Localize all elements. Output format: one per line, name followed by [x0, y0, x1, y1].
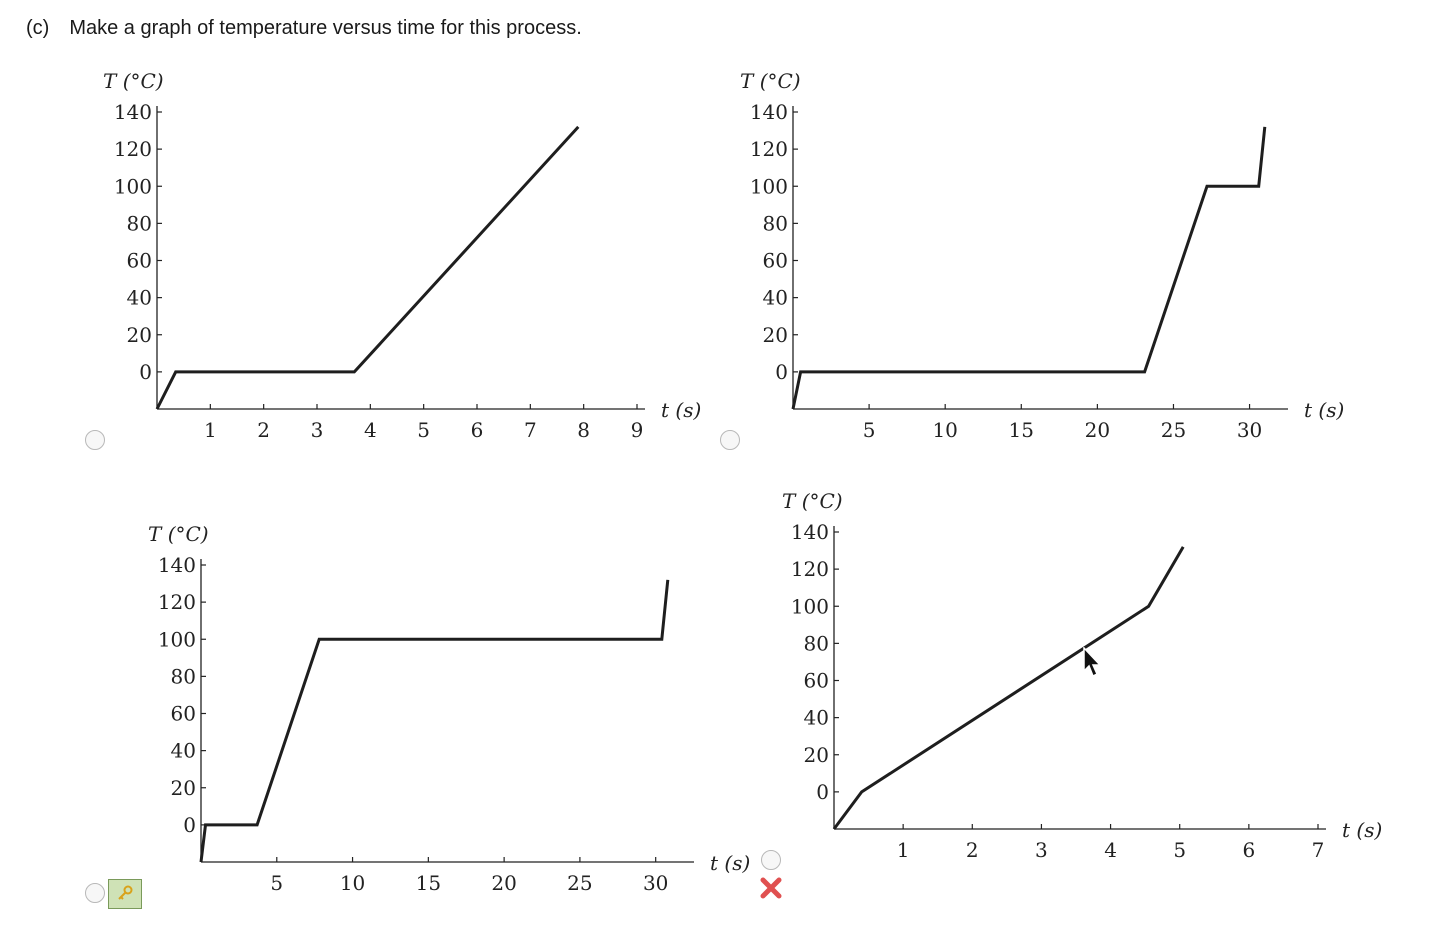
- x-tick-label: 2: [257, 418, 270, 442]
- temperature-series-line: [832, 546, 1185, 830]
- x-axis-label: t (s): [1304, 398, 1344, 422]
- x-tick-label: 6: [1242, 838, 1255, 862]
- y-tick-label: 20: [127, 323, 152, 347]
- x-tick-label: 3: [311, 418, 324, 442]
- y-tick-label: 120: [158, 590, 196, 614]
- x-tick-label: 15: [416, 871, 441, 895]
- x-tick-label: 4: [364, 418, 377, 442]
- key-icon: [118, 885, 133, 900]
- answer-key-button[interactable]: [108, 879, 142, 909]
- y-tick-label: 40: [127, 286, 152, 310]
- y-tick-label: 100: [114, 174, 152, 198]
- x-tick-label: 25: [1161, 418, 1186, 442]
- y-tick-label: 20: [763, 323, 788, 347]
- x-tick-label: 5: [417, 418, 430, 442]
- temperature-series-line: [791, 126, 1267, 410]
- y-tick-label: 120: [750, 137, 788, 161]
- y-tick-label: 60: [171, 702, 196, 726]
- y-tick-label: 0: [139, 360, 152, 384]
- x-tick-label: 25: [567, 871, 592, 895]
- y-tick-label: 120: [791, 557, 829, 581]
- x-tick-label: 8: [577, 418, 590, 442]
- y-tick-label: 0: [775, 360, 788, 384]
- x-mark-icon: [760, 877, 782, 899]
- y-tick-label: 0: [183, 813, 196, 837]
- x-tick-label: 15: [1009, 418, 1034, 442]
- y-tick-label: 100: [750, 174, 788, 198]
- y-tick-label: 60: [127, 249, 152, 273]
- y-tick-label: 100: [158, 627, 196, 651]
- x-tick-label: 10: [932, 418, 957, 442]
- y-tick-label: 0: [816, 780, 829, 804]
- y-tick-label: 140: [114, 100, 152, 124]
- y-axis-label: T (°C): [148, 522, 209, 546]
- option-a-radio[interactable]: [85, 430, 105, 450]
- x-tick-label: 7: [1312, 838, 1325, 862]
- y-tick-label: 120: [114, 137, 152, 161]
- y-tick-label: 140: [791, 520, 829, 544]
- y-axis-label: T (°C): [740, 69, 801, 93]
- y-tick-label: 20: [804, 743, 829, 767]
- x-axis-label: t (s): [661, 398, 701, 422]
- x-tick-label: 1: [897, 838, 910, 862]
- y-tick-label: 40: [171, 739, 196, 763]
- x-axis-label: t (s): [710, 851, 750, 875]
- x-tick-label: 30: [1237, 418, 1262, 442]
- y-tick-label: 60: [804, 669, 829, 693]
- x-tick-label: 7: [524, 418, 537, 442]
- x-tick-label: 4: [1104, 838, 1117, 862]
- x-tick-label: 20: [491, 871, 516, 895]
- y-tick-label: 100: [791, 594, 829, 618]
- x-tick-label: 5: [863, 418, 876, 442]
- y-axis-label: T (°C): [782, 489, 843, 513]
- y-tick-label: 140: [158, 553, 196, 577]
- y-tick-label: 40: [804, 706, 829, 730]
- x-tick-label: 5: [270, 871, 283, 895]
- x-tick-label: 20: [1085, 418, 1110, 442]
- y-tick-label: 20: [171, 776, 196, 800]
- y-tick-label: 80: [171, 664, 196, 688]
- x-tick-label: 5: [1173, 838, 1186, 862]
- x-axis-label: t (s): [1342, 818, 1382, 842]
- option-b-radio[interactable]: [720, 430, 740, 450]
- x-tick-label: 3: [1035, 838, 1048, 862]
- question-text: Make a graph of temperature versus time …: [69, 17, 582, 39]
- temperature-series-line: [199, 579, 670, 863]
- x-tick-label: 9: [631, 418, 644, 442]
- question-prompt: (c) Make a graph of temperature versus ti…: [26, 17, 582, 40]
- option-c-radio[interactable]: [85, 883, 105, 903]
- option-d-radio[interactable]: [761, 850, 781, 870]
- temperature-series-line: [155, 125, 580, 410]
- x-tick-label: 6: [471, 418, 484, 442]
- y-tick-label: 80: [804, 631, 829, 655]
- x-tick-label: 1: [204, 418, 217, 442]
- x-tick-label: 30: [643, 871, 668, 895]
- y-tick-label: 140: [750, 100, 788, 124]
- x-tick-label: 2: [966, 838, 979, 862]
- y-tick-label: 80: [763, 211, 788, 235]
- mouse-pointer-icon: [1083, 647, 1102, 678]
- y-axis-label: T (°C): [103, 69, 164, 93]
- y-tick-label: 80: [127, 211, 152, 235]
- x-tick-label: 10: [340, 871, 365, 895]
- question-part-label: (c): [26, 17, 50, 39]
- y-tick-label: 40: [763, 286, 788, 310]
- y-tick-label: 60: [763, 249, 788, 273]
